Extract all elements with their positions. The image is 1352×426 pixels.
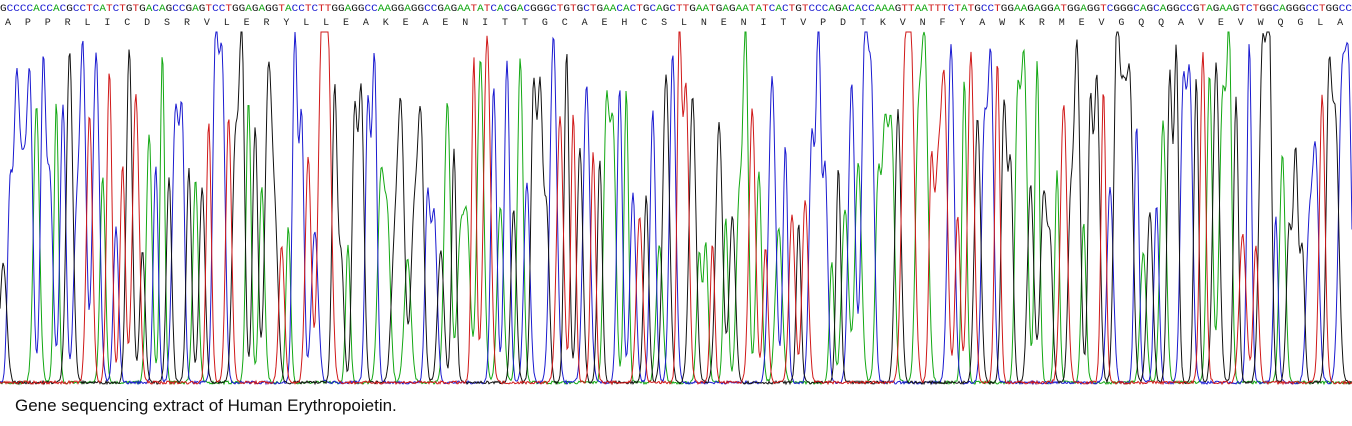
amino-acid: T [780,18,786,29]
trace [0,31,1352,386]
amino-acid: A [582,18,588,29]
amino-acid: R [263,18,269,29]
amino-acid: T [502,18,508,29]
amino-acid: A [979,18,985,29]
amino-acid: S [164,18,170,29]
amino-acid: C [562,18,568,29]
amino-acid: V [204,18,210,29]
trace [0,31,1352,386]
amino-acid: A [1337,18,1343,29]
amino-acid: I [104,18,110,29]
amino-acid: V [1099,18,1105,29]
amino-acid: Q [1158,18,1164,29]
amino-acid: P [45,18,51,29]
amino-acid: A [5,18,11,29]
amino-acid: E [1079,18,1085,29]
amino-acid: G [1118,18,1124,29]
amino-acid: C [124,18,130,29]
amino-acid: S [661,18,667,29]
amino-acid: W [999,18,1005,29]
amino-acid: E [442,18,448,29]
amino-acid: P [25,18,31,29]
amino-acid: R [1039,18,1045,29]
amino-acid: K [880,18,886,29]
amino-acid: T [860,18,866,29]
amino-acid: L [323,18,329,29]
amino-acid: E [343,18,349,29]
base-sequence: GCCCCACCACGCCTCATCTGTGACAGCCGAGTCCTGGAGA… [0,4,1352,15]
amino-acid: N [920,18,926,29]
amino-acid: L [303,18,309,29]
amino-acid: N [741,18,747,29]
amino-acid: H [621,18,627,29]
amino-acid: A [363,18,369,29]
amino-acid: Y [283,18,289,29]
amino-acid: V [800,18,806,29]
amino-acid: C [641,18,647,29]
amino-acid: L [224,18,230,29]
amino-acid: D [144,18,150,29]
amino-acid: A [1178,18,1184,29]
amino-acid: R [184,18,190,29]
amino-acid: W [1258,18,1264,29]
amino-acid: E [721,18,727,29]
amino-acid: M [1059,18,1065,29]
amino-acid: E [244,18,250,29]
amino-acid: V [1198,18,1204,29]
amino-acid: V [1238,18,1244,29]
amino-acid: K [383,18,389,29]
amino-acid: I [482,18,488,29]
amino-acid: Y [959,18,965,29]
amino-acid: T [522,18,528,29]
amino-acid: E [403,18,409,29]
amino-acid: A [423,18,429,29]
amino-acid: L [85,18,91,29]
amino-acid: N [701,18,707,29]
amino-acid: N [462,18,468,29]
amino-acid: F [939,18,945,29]
amino-acid: R [65,18,71,29]
amino-acid: L [1317,18,1323,29]
traces [0,31,1352,386]
amino-acid: P [820,18,826,29]
amino-acid: K [1019,18,1025,29]
amino-acid: Q [1277,18,1283,29]
amino-acid: I [761,18,767,29]
amino-acid: Q [1138,18,1144,29]
amino-acid: G [542,18,548,29]
amino-acid: G [1297,18,1303,29]
amino-acid: E [601,18,607,29]
amino-acid: L [681,18,687,29]
amino-acid: D [840,18,846,29]
amino-acid: V [900,18,906,29]
amino-acid: E [1218,18,1224,29]
caption: Gene sequencing extract of Human Erythro… [15,396,397,415]
